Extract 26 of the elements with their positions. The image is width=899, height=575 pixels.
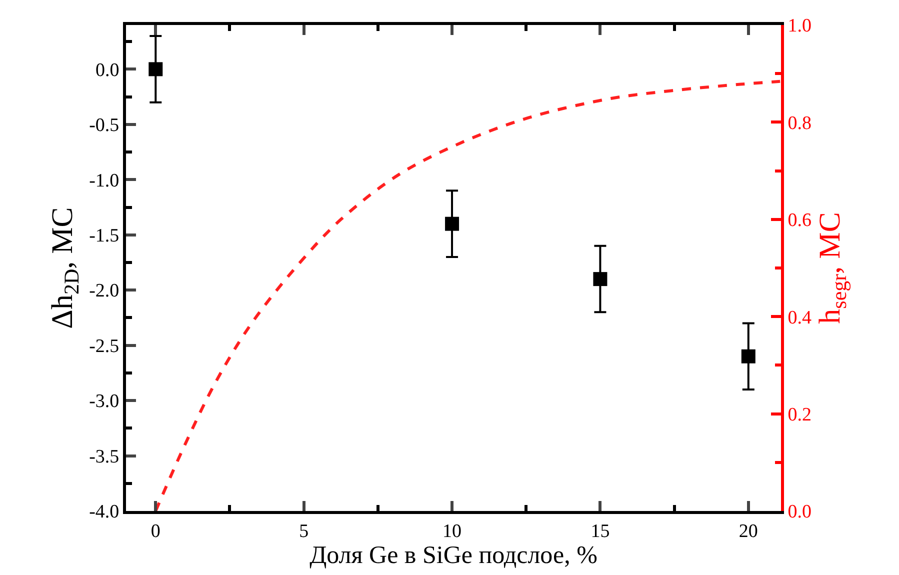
point bbox=[741, 349, 756, 364]
y2-tick-label: 0.0 bbox=[788, 502, 812, 523]
y2-tick-label: 0.2 bbox=[788, 404, 812, 426]
line-series bbox=[154, 80, 781, 511]
y-tick-label: -2.0 bbox=[89, 280, 120, 302]
y2-tick-label: 0.4 bbox=[788, 307, 812, 328]
y-tick-label: -4.0 bbox=[89, 502, 120, 523]
x-tick-label: 5 bbox=[299, 520, 309, 542]
x-tick-label: 15 bbox=[590, 520, 610, 542]
y2-tick-label: 0.8 bbox=[788, 112, 812, 134]
y2-tick-label: 1.0 bbox=[788, 16, 812, 37]
y-tick-label: -0.5 bbox=[89, 115, 120, 136]
x-tick-label: 0 bbox=[150, 520, 160, 542]
y-tick-label: -3.5 bbox=[89, 446, 120, 468]
y-tick-label: 0.0 bbox=[95, 60, 120, 81]
point bbox=[445, 216, 460, 231]
x-tick-label: 20 bbox=[738, 520, 758, 542]
point bbox=[593, 272, 608, 286]
x-axis-title: Доля Ge в SiGe подслое, % bbox=[310, 542, 598, 569]
y-tick-label: -1.0 bbox=[89, 170, 120, 192]
y-tick-label: -2.5 bbox=[89, 336, 120, 357]
y-tick-label: -3.0 bbox=[89, 391, 120, 412]
point bbox=[148, 62, 163, 76]
y2-tick-label: 0.6 bbox=[788, 210, 812, 232]
y-tick-label: -1.5 bbox=[89, 226, 120, 247]
x-tick-label: 10 bbox=[442, 520, 462, 542]
